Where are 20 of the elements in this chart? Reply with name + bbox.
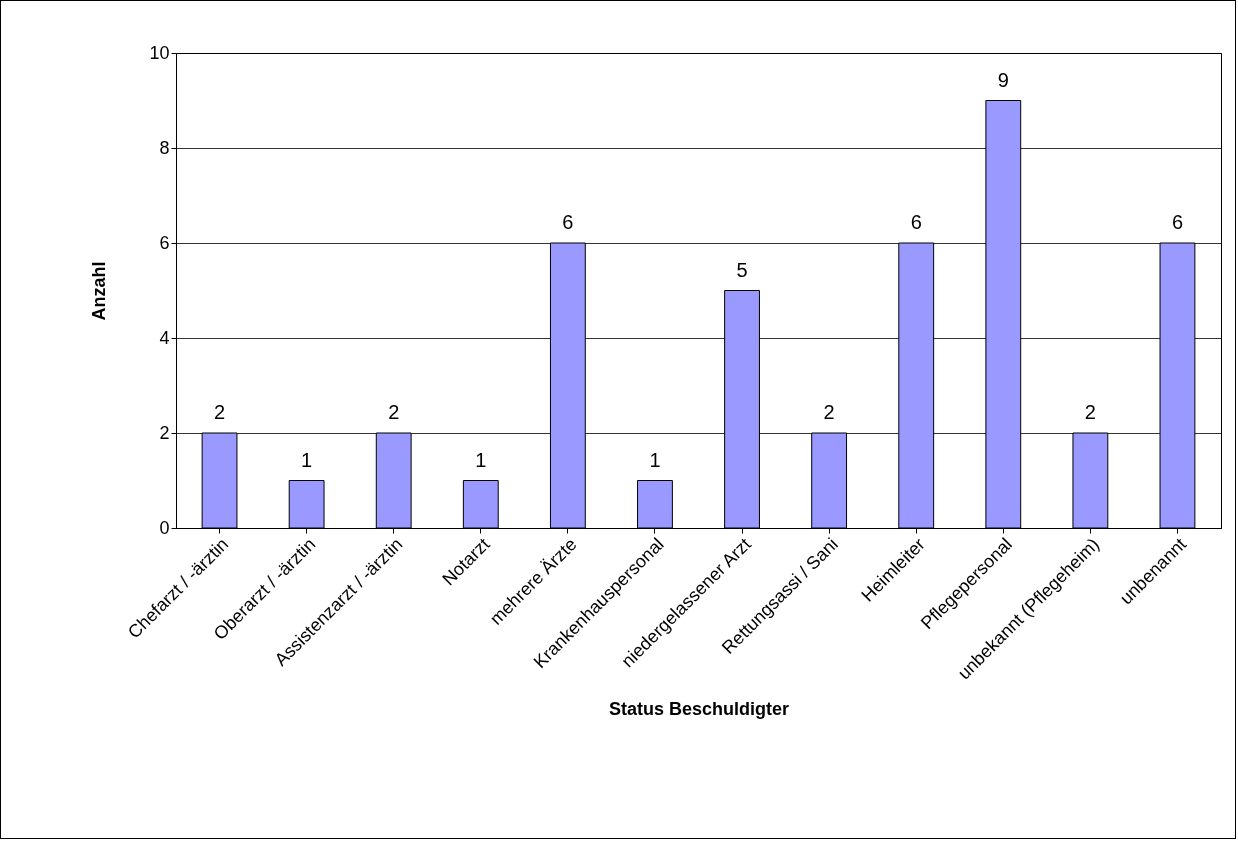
data-label: 5 — [736, 258, 748, 281]
data-label: 6 — [910, 211, 922, 233]
data-label: 6 — [1171, 211, 1184, 233]
y-tick-label: 10 — [149, 42, 170, 63]
y-tick-label: 8 — [159, 137, 170, 158]
y-tick-label: 0 — [159, 517, 170, 538]
x-axis-title: Status Beschuldigter — [608, 699, 790, 720]
data-label: 1 — [475, 448, 487, 471]
y-axis-title: Anzahl — [89, 261, 110, 321]
data-label: 1 — [301, 448, 313, 471]
data-label: 6 — [562, 211, 574, 233]
y-tick-label: 4 — [159, 327, 170, 348]
data-label: 2 — [823, 401, 835, 423]
y-tick-label: 6 — [159, 232, 170, 253]
data-label: 2 — [1084, 401, 1096, 423]
data-label: 2 — [388, 401, 400, 423]
y-tick-label: 2 — [159, 422, 170, 443]
data-label: 2 — [213, 401, 226, 423]
data-label: 1 — [649, 448, 661, 471]
data-label: 9 — [997, 68, 1009, 91]
